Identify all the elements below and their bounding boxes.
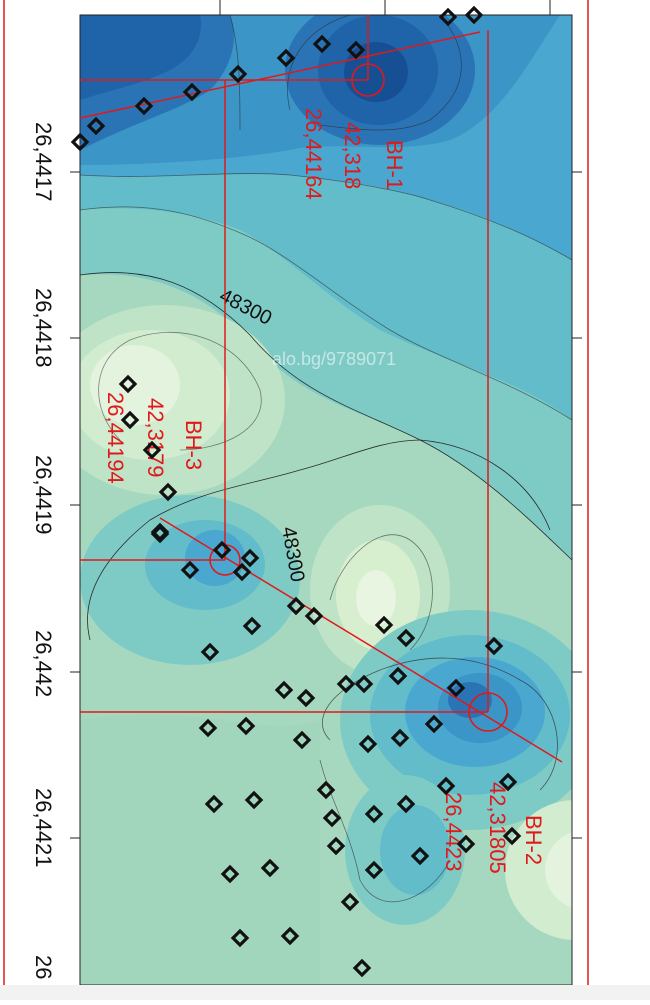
survey-point-marker	[158, 482, 178, 502]
survey-point-marker	[70, 132, 90, 152]
survey-point-marker	[322, 808, 342, 828]
bh3-lat: 42,3179	[143, 398, 168, 478]
survey-point-marker	[364, 860, 384, 880]
survey-point-marker	[498, 772, 518, 792]
survey-point-marker	[354, 674, 374, 694]
y-tick-label: 26,4418	[31, 288, 56, 368]
survey-point-marker	[228, 64, 248, 84]
survey-point-marker	[200, 642, 220, 662]
survey-point-marker	[86, 116, 106, 136]
survey-points	[70, 5, 522, 978]
survey-point-marker	[436, 776, 456, 796]
y-axis-labels: 26,4417 26,4418 26,4419 26,442 26,4421 2…	[31, 122, 56, 979]
bh3-lon: 26,44194	[103, 392, 128, 484]
survey-point-marker	[150, 524, 170, 544]
y-tick-label: 26,4419	[31, 455, 56, 535]
survey-point-marker	[312, 34, 332, 54]
survey-point-marker	[346, 40, 366, 60]
survey-point-marker	[142, 440, 162, 460]
bh2-lon: 26,4423	[441, 792, 466, 872]
survey-point-marker	[260, 858, 280, 878]
survey-point-marker	[212, 540, 232, 560]
survey-point-marker	[390, 728, 410, 748]
survey-point-marker	[456, 834, 476, 854]
survey-point-marker	[134, 96, 154, 116]
survey-point-marker	[326, 836, 346, 856]
survey-point-marker	[236, 716, 256, 736]
survey-point-marker	[286, 596, 306, 616]
y-tick-label: 26,4421	[31, 788, 56, 868]
y-tick-label: 26,442	[31, 630, 56, 697]
survey-point-marker	[292, 730, 312, 750]
bh1-lon: 26,44164	[301, 108, 326, 200]
survey-point-marker	[446, 678, 466, 698]
borehole-labels: BH-1 42,318 26,44164 BH-2 42,31805 26,44…	[103, 108, 546, 874]
bh2-name: BH-2	[521, 815, 546, 865]
survey-point-marker	[364, 804, 384, 824]
y-tick-label: 26	[31, 955, 56, 979]
bh3-name: BH-3	[181, 420, 206, 470]
bh2-lat: 42,31805	[485, 782, 510, 874]
survey-point-marker	[204, 794, 224, 814]
survey-point-marker	[464, 5, 484, 25]
watermark-text: alo.bg/9789071	[272, 349, 396, 369]
survey-point-marker	[118, 374, 138, 394]
survey-point-marker	[274, 680, 294, 700]
survey-point-marker	[232, 562, 252, 582]
survey-point-marker	[220, 864, 240, 884]
survey-point-marker	[276, 48, 296, 68]
survey-point-marker	[410, 846, 430, 866]
survey-point-marker	[374, 615, 394, 635]
survey-point-marker	[304, 606, 324, 626]
survey-point-marker	[280, 926, 300, 946]
bh1-name: BH-1	[382, 140, 407, 190]
bottom-strip	[0, 985, 650, 1000]
survey-point-marker	[182, 82, 202, 102]
survey-point-marker	[352, 958, 372, 978]
axis-ticks	[70, 0, 582, 839]
contour-lines	[80, 15, 572, 903]
survey-point-marker	[438, 7, 458, 27]
survey-point-marker	[358, 734, 378, 754]
survey-point-marker	[316, 780, 336, 800]
survey-point-marker	[296, 688, 316, 708]
survey-point-marker	[484, 636, 504, 656]
survey-point-marker	[388, 666, 408, 686]
y-tick-label: 26,4417	[31, 122, 56, 202]
survey-point-marker	[180, 560, 200, 580]
survey-point-marker	[336, 674, 356, 694]
bh1-marker-circle	[351, 63, 385, 97]
survey-point-marker	[240, 548, 260, 568]
survey-point-marker	[396, 794, 416, 814]
survey-point-marker	[424, 714, 444, 734]
bh1-lat: 42,318	[340, 122, 365, 189]
survey-point-marker	[244, 790, 264, 810]
survey-point-marker	[396, 628, 416, 648]
contour-fill	[80, 15, 572, 985]
survey-point-marker	[120, 410, 140, 430]
bh2-marker-circle	[468, 692, 508, 732]
survey-point-marker	[198, 718, 218, 738]
survey-point-marker	[230, 928, 250, 948]
survey-point-marker	[502, 826, 522, 846]
survey-point-marker	[340, 892, 360, 912]
survey-point-marker	[242, 616, 262, 636]
